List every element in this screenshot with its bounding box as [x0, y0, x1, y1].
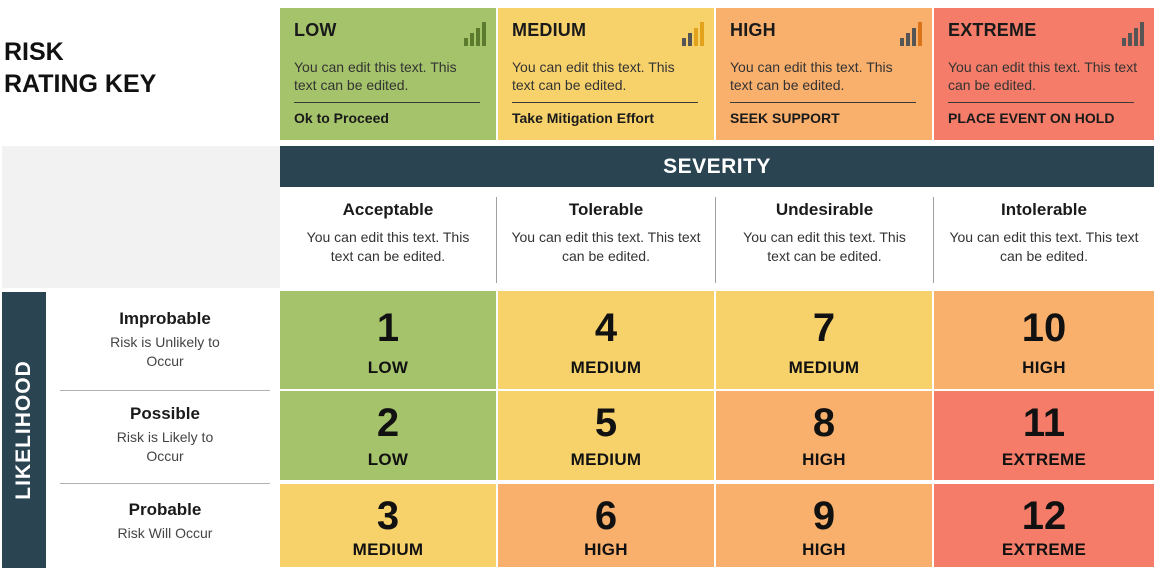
likelihood-description: Risk is Unlikely to Occur	[110, 334, 220, 369]
likelihood-header	[2, 292, 46, 568]
risk-score: 12	[1021, 494, 1067, 538]
risk-score: 8	[812, 401, 836, 445]
likelihood-name: Improbable	[119, 309, 211, 328]
matrix-cell-12: 12 EXTREME	[934, 484, 1154, 567]
risk-level: MEDIUM	[352, 540, 424, 559]
risk-score: 11	[1022, 401, 1066, 445]
risk-level: MEDIUM	[570, 358, 642, 377]
key-card-high: HIGH You can edit this text. This text c…	[716, 8, 932, 140]
severity-column-undesirable: Undesirable You can edit this text. This…	[716, 197, 934, 283]
title-line-1: RISK	[4, 38, 64, 66]
key-description: You can edit this text. This text can be…	[948, 59, 1138, 93]
likelihood-row-probable: Probable Risk Will Occur	[60, 500, 270, 560]
risk-score: 4	[594, 306, 618, 350]
signal-bars-icon	[682, 22, 704, 46]
matrix-cell-2: 2 LOW	[280, 391, 496, 480]
matrix-cell-8: 8 HIGH	[716, 391, 932, 480]
key-action: Ok to Proceed	[294, 110, 389, 126]
likelihood-name: Probable	[128, 500, 202, 519]
likelihood-description: Risk is Likely to Occur	[116, 429, 214, 464]
severity-name: Tolerable	[568, 200, 644, 219]
severity-name: Intolerable	[1001, 200, 1087, 219]
key-description: You can edit this text. This text can be…	[730, 59, 893, 93]
severity-name: Undesirable	[775, 200, 874, 219]
matrix-cell-3: 3 MEDIUM	[280, 484, 496, 567]
likelihood-name: Possible	[130, 404, 200, 423]
severity-column-acceptable: Acceptable You can edit this text. This …	[280, 197, 497, 283]
risk-level: HIGH	[1022, 358, 1066, 377]
risk-score: 6	[594, 494, 618, 538]
severity-column-intolerable: Intolerable You can edit this text. This…	[934, 197, 1154, 283]
severity-description: You can edit this text. This text can be…	[949, 229, 1139, 264]
risk-level: LOW	[367, 358, 409, 377]
signal-bars-icon	[464, 22, 486, 46]
divider	[512, 102, 698, 103]
matrix-cell-7: 7 MEDIUM	[716, 291, 932, 389]
severity-name: Acceptable	[342, 200, 434, 219]
risk-level: MEDIUM	[788, 358, 860, 377]
key-card-extreme: EXTREME You can edit this text. This tex…	[934, 8, 1154, 140]
key-name: HIGH	[730, 20, 776, 40]
risk-level: HIGH	[802, 450, 846, 469]
risk-level: HIGH	[584, 540, 628, 559]
matrix-cell-1: 1 LOW	[280, 291, 496, 389]
title-line-2: RATING KEY	[4, 70, 157, 98]
risk-level: EXTREME	[1001, 540, 1087, 559]
matrix-cell-5: 5 MEDIUM	[498, 391, 714, 480]
matrix-cell-11: 11 EXTREME	[934, 391, 1154, 480]
likelihood-row-improbable: Improbable Risk is Unlikely to Occur	[60, 309, 270, 391]
severity-column-tolerable: Tolerable You can edit this text. This t…	[497, 197, 716, 283]
key-action: Take Mitigation Effort	[512, 110, 655, 126]
risk-level: LOW	[367, 450, 409, 469]
key-description: You can edit this text. This text can be…	[294, 59, 457, 93]
matrix-cell-4: 4 MEDIUM	[498, 291, 714, 389]
risk-score: 7	[812, 306, 836, 350]
matrix-cell-6: 6 HIGH	[498, 484, 714, 567]
likelihood-description: Risk Will Occur	[117, 525, 213, 541]
divider	[948, 102, 1134, 103]
page-title: RISK RATING KEY	[4, 36, 156, 100]
risk-score: 10	[1021, 306, 1067, 350]
signal-bars-icon	[1122, 22, 1144, 46]
severity-description: You can edit this text. This text can be…	[743, 229, 906, 264]
key-card-medium: MEDIUM You can edit this text. This text…	[498, 8, 714, 140]
key-name: LOW	[294, 20, 337, 40]
divider	[294, 102, 480, 103]
risk-level: EXTREME	[1001, 450, 1087, 469]
likelihood-label: LIKELIHOOD	[12, 360, 35, 500]
risk-level: MEDIUM	[570, 450, 642, 469]
corner-block	[2, 146, 280, 288]
risk-score: 3	[376, 494, 400, 538]
key-name: MEDIUM	[512, 20, 587, 40]
risk-score: 5	[594, 401, 618, 445]
severity-description: You can edit this text. This text can be…	[511, 229, 701, 264]
key-name: EXTREME	[948, 20, 1037, 40]
key-description: You can edit this text. This text can be…	[512, 59, 675, 93]
severity-header: SEVERITY	[280, 146, 1154, 187]
signal-bars-icon	[900, 22, 922, 46]
risk-score: 9	[812, 494, 836, 538]
divider	[730, 102, 916, 103]
matrix-cell-10: 10 HIGH	[934, 291, 1154, 389]
matrix-cell-9: 9 HIGH	[716, 484, 932, 567]
key-action: PLACE EVENT ON HOLD	[948, 110, 1115, 126]
key-action: SEEK SUPPORT	[730, 110, 840, 126]
risk-score: 1	[376, 306, 400, 350]
likelihood-row-possible: Possible Risk is Likely to Occur	[60, 404, 270, 484]
key-card-low: LOW You can edit this text. This text ca…	[280, 8, 496, 140]
risk-score: 2	[376, 401, 400, 445]
risk-level: HIGH	[802, 540, 846, 559]
severity-description: You can edit this text. This text can be…	[306, 229, 470, 264]
